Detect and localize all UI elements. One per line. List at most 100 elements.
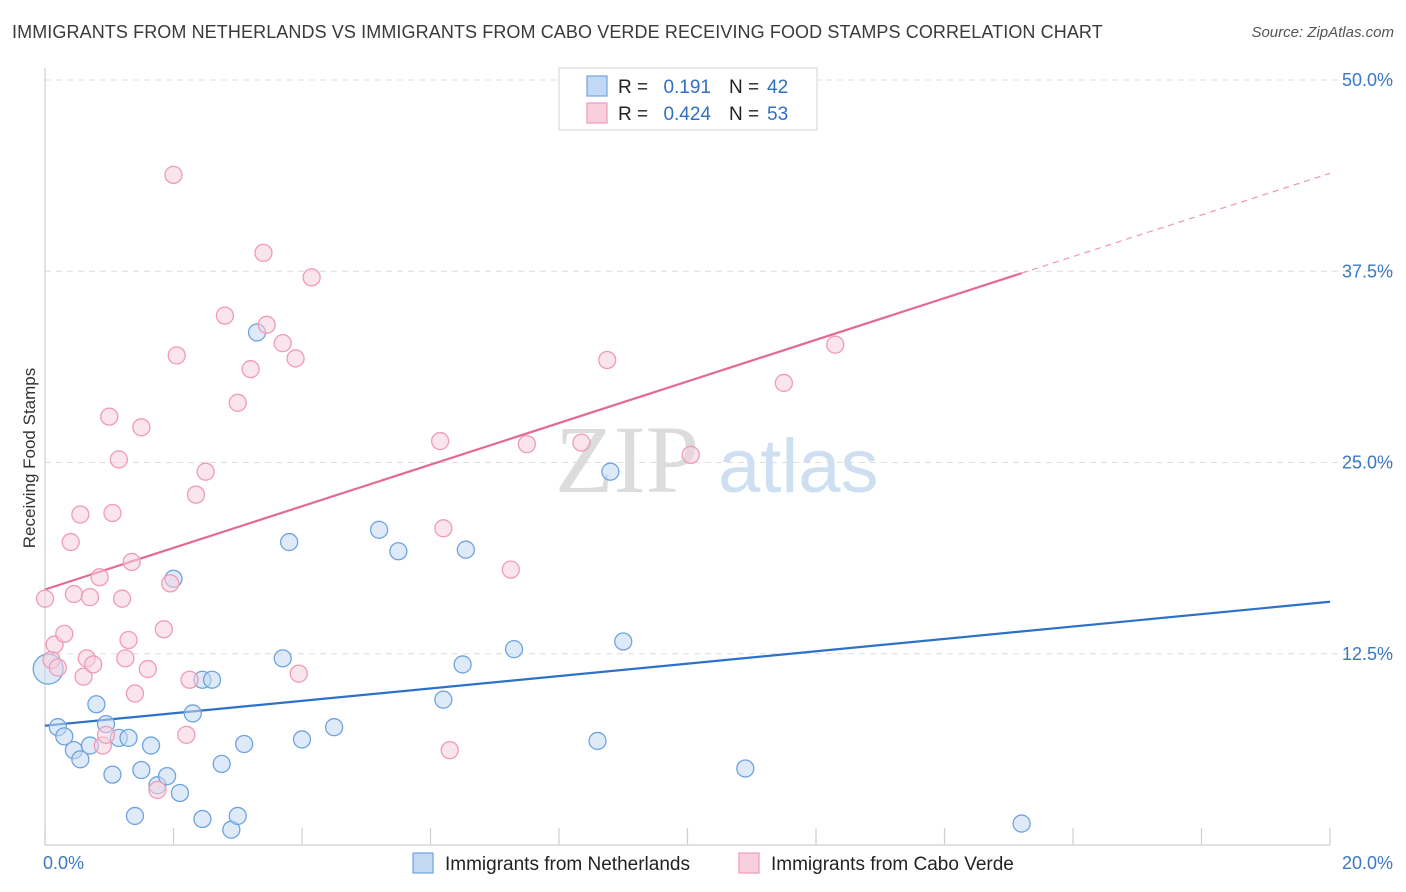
data-point: [112, 589, 132, 608]
legend-n-label-netherlands: N =: [729, 77, 759, 98]
data-point: [71, 505, 90, 524]
x-tick-label: 20.0%: [1342, 853, 1393, 873]
data-point: [369, 520, 389, 539]
data-point: [228, 393, 247, 412]
data-point: [434, 690, 453, 709]
data-point: [196, 462, 215, 481]
data-point: [61, 532, 80, 552]
bottom-legend-label-cabo-verde: Immigrants from Cabo Verde: [771, 854, 1014, 875]
y-tick-label: 50.0%: [1342, 70, 1393, 90]
data-point: [170, 783, 190, 803]
data-point: [286, 349, 305, 368]
data-point: [504, 640, 524, 659]
data-point: [430, 431, 450, 451]
data-point: [141, 736, 161, 755]
data-point: [132, 418, 151, 437]
data-point: [180, 670, 199, 689]
data-point: [681, 445, 700, 465]
data-point: [157, 767, 177, 786]
chart-source: Source: ZipAtlas.com: [1251, 24, 1394, 41]
data-point: [614, 632, 633, 651]
data-point: [84, 655, 103, 674]
data-point: [501, 560, 520, 579]
data-point: [273, 334, 292, 353]
data-point: [122, 552, 141, 572]
data-point: [302, 268, 321, 287]
data-point: [456, 540, 475, 559]
data-point: [434, 519, 453, 538]
bottom-legend: Immigrants from Netherlands Immigrants f…: [412, 852, 1014, 875]
y-tick-label: 37.5%: [1342, 261, 1393, 281]
watermark-zip: ZIP: [555, 406, 699, 513]
watermark-atlas: atlas: [718, 424, 879, 509]
data-point: [177, 725, 196, 744]
data-point: [116, 649, 135, 668]
legend-r-label-cabo-verde: R =: [618, 104, 648, 125]
bottom-legend-swatch-cabo-verde: [738, 852, 760, 874]
data-point: [161, 574, 180, 593]
data-point: [279, 532, 299, 552]
data-point: [736, 759, 755, 778]
data-point: [235, 734, 254, 754]
data-point: [598, 350, 617, 370]
data-point: [241, 360, 260, 379]
legend-r-value-netherlands: 0.191: [663, 77, 711, 98]
bottom-legend-label-netherlands: Immigrants from Netherlands: [445, 854, 690, 875]
x-tick-label: 0.0%: [43, 853, 84, 873]
data-point: [80, 587, 100, 607]
data-point: [1012, 814, 1031, 833]
legend-n-value-cabo-verde: 53: [767, 104, 788, 125]
y-axis-label: Receiving Food Stamps: [20, 368, 39, 548]
y-tick-label: 25.0%: [1342, 453, 1393, 473]
trend-layer: [44, 172, 1331, 727]
data-point: [125, 684, 145, 703]
data-point: [55, 624, 74, 644]
data-point: [183, 704, 202, 723]
data-point: [138, 659, 157, 679]
legend-swatch-netherlands: [586, 75, 608, 97]
trend-line: [44, 600, 1331, 727]
trend-line: [44, 272, 1022, 591]
data-point: [273, 649, 292, 668]
data-point: [186, 485, 206, 504]
top-legend: R = 0.191 N = 42 R = 0.424 N = 53: [558, 67, 818, 131]
data-point: [71, 750, 90, 769]
data-point: [96, 725, 116, 744]
data-point: [103, 503, 122, 523]
data-point: [601, 462, 620, 481]
data-point: [202, 670, 222, 689]
data-point: [289, 664, 308, 683]
data-point: [453, 655, 472, 674]
data-point: [164, 165, 183, 185]
data-point: [103, 765, 122, 784]
data-point: [74, 667, 93, 686]
data-point: [87, 695, 106, 714]
data-point: [55, 727, 74, 746]
legend-n-label-cabo-verde: N =: [729, 104, 759, 125]
data-point: [826, 335, 845, 354]
data-point: [148, 780, 167, 800]
axis-layer: 12.5% 25.0% 37.5% 50.0% 0.0% 20.0%: [43, 68, 1393, 873]
data-point: [48, 658, 67, 677]
data-point: [125, 806, 145, 826]
data-point: [167, 346, 186, 365]
data-point: [193, 809, 212, 829]
data-point: [215, 306, 235, 325]
y-tick-label: 12.5%: [1342, 644, 1393, 664]
data-point: [100, 407, 119, 426]
data-point: [132, 760, 151, 780]
trend-line-extension: [1021, 172, 1331, 274]
data-point: [90, 568, 109, 587]
legend-swatch-cabo-verde: [586, 102, 608, 124]
data-point: [292, 730, 312, 749]
data-point: [588, 731, 607, 751]
legend-r-value-cabo-verde: 0.424: [663, 104, 711, 125]
watermark: ZIP atlas: [555, 406, 879, 513]
grid-layer: [45, 79, 1395, 655]
data-point: [440, 740, 459, 760]
data-point: [154, 620, 174, 639]
data-point: [119, 630, 138, 650]
data-point: [64, 584, 84, 604]
data-point: [109, 450, 129, 469]
